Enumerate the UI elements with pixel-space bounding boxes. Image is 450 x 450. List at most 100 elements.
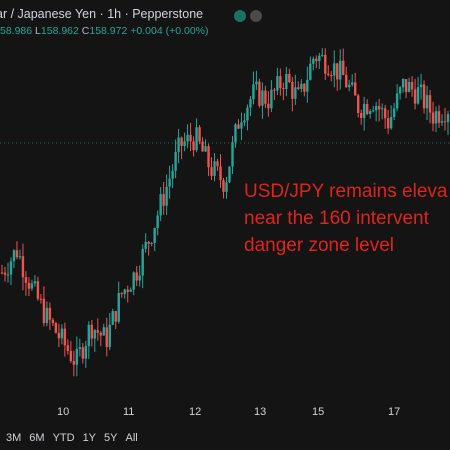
candle xyxy=(75,336,79,377)
range-button-ytd[interactable]: YTD xyxy=(52,432,75,444)
candle xyxy=(437,105,441,128)
candle xyxy=(428,89,432,124)
candle xyxy=(282,82,285,101)
candle xyxy=(267,91,270,117)
candle xyxy=(401,78,405,93)
candle xyxy=(39,294,43,304)
candle xyxy=(345,66,348,88)
candle xyxy=(386,109,390,135)
candle xyxy=(383,104,387,129)
candle xyxy=(273,87,276,101)
candle xyxy=(219,154,222,188)
candle xyxy=(174,139,177,179)
x-tick-label: 15 xyxy=(312,406,325,418)
candle xyxy=(120,292,123,298)
candle xyxy=(422,80,426,114)
candle xyxy=(261,82,264,119)
candle xyxy=(362,96,366,131)
candle xyxy=(410,75,414,97)
candle xyxy=(27,277,31,297)
x-tick-label: 11 xyxy=(123,406,135,418)
candle xyxy=(377,99,381,122)
candle xyxy=(228,166,231,184)
range-button-1y[interactable]: 1Y xyxy=(82,432,97,444)
candle xyxy=(210,157,213,181)
symbol-title: ar / Japanese Yen · 1h · Pepperstone xyxy=(0,7,204,21)
candle xyxy=(434,106,438,133)
candle xyxy=(72,350,76,377)
candle xyxy=(102,323,105,336)
candle xyxy=(440,114,444,126)
candle xyxy=(222,177,225,199)
x-tick-label: 17 xyxy=(388,406,401,418)
candle xyxy=(306,66,309,103)
candle xyxy=(237,119,240,130)
ohlc-change: +0.004 (+0.00%) xyxy=(130,25,209,37)
candle xyxy=(195,118,198,153)
candle xyxy=(114,310,117,329)
candle xyxy=(336,63,339,91)
candle xyxy=(150,242,153,247)
candle xyxy=(389,105,393,130)
candle xyxy=(240,112,243,141)
candle xyxy=(413,78,417,110)
x-tick-label: 13 xyxy=(254,406,267,418)
candle xyxy=(6,262,10,283)
ohlc-high-value: 58.986 xyxy=(0,25,33,37)
range-button-5y[interactable]: 5Y xyxy=(104,432,118,444)
candle xyxy=(78,338,82,357)
candle xyxy=(51,317,55,327)
candle xyxy=(189,122,192,152)
candle xyxy=(183,132,186,152)
candle xyxy=(123,288,126,299)
candle xyxy=(416,76,420,105)
candle xyxy=(63,322,67,357)
candle xyxy=(135,265,138,287)
candle xyxy=(141,244,144,289)
candle xyxy=(99,331,102,347)
candle xyxy=(446,110,450,135)
candle xyxy=(84,340,88,368)
candle xyxy=(171,164,174,189)
candle xyxy=(9,257,13,286)
candle xyxy=(443,108,447,131)
candle xyxy=(30,279,34,291)
annotation-text: USD/JPY remains eleva near the 160 inter… xyxy=(244,178,447,259)
candle xyxy=(357,93,360,118)
candle xyxy=(380,103,384,120)
candle xyxy=(371,105,375,113)
candle xyxy=(324,48,327,80)
candle xyxy=(198,124,201,145)
candle xyxy=(66,339,70,355)
candle xyxy=(315,55,318,69)
candle xyxy=(108,312,111,351)
candle xyxy=(392,102,396,121)
candle xyxy=(374,101,378,122)
candle xyxy=(368,109,372,119)
candle xyxy=(12,249,16,268)
candle xyxy=(231,136,234,175)
candle xyxy=(153,227,156,252)
range-button-all[interactable]: All xyxy=(125,432,138,444)
time-range-selector: 3M 6M YTD 1Y 5Y All xyxy=(6,432,146,444)
candle xyxy=(246,104,249,131)
candle xyxy=(318,52,321,69)
candle xyxy=(96,318,99,341)
candle xyxy=(213,153,216,182)
candle xyxy=(327,65,330,77)
candle xyxy=(234,123,237,148)
candle xyxy=(285,66,288,97)
range-button-6m[interactable]: 6M xyxy=(29,432,45,444)
candle xyxy=(276,67,279,96)
candle xyxy=(216,158,219,171)
candle xyxy=(342,48,345,76)
candle xyxy=(180,136,183,160)
candle xyxy=(294,74,297,105)
candle xyxy=(365,99,369,116)
candle xyxy=(351,74,354,87)
candle xyxy=(21,243,25,291)
candle xyxy=(57,323,61,348)
candle xyxy=(270,80,273,113)
range-button-3m[interactable]: 3M xyxy=(6,432,22,444)
